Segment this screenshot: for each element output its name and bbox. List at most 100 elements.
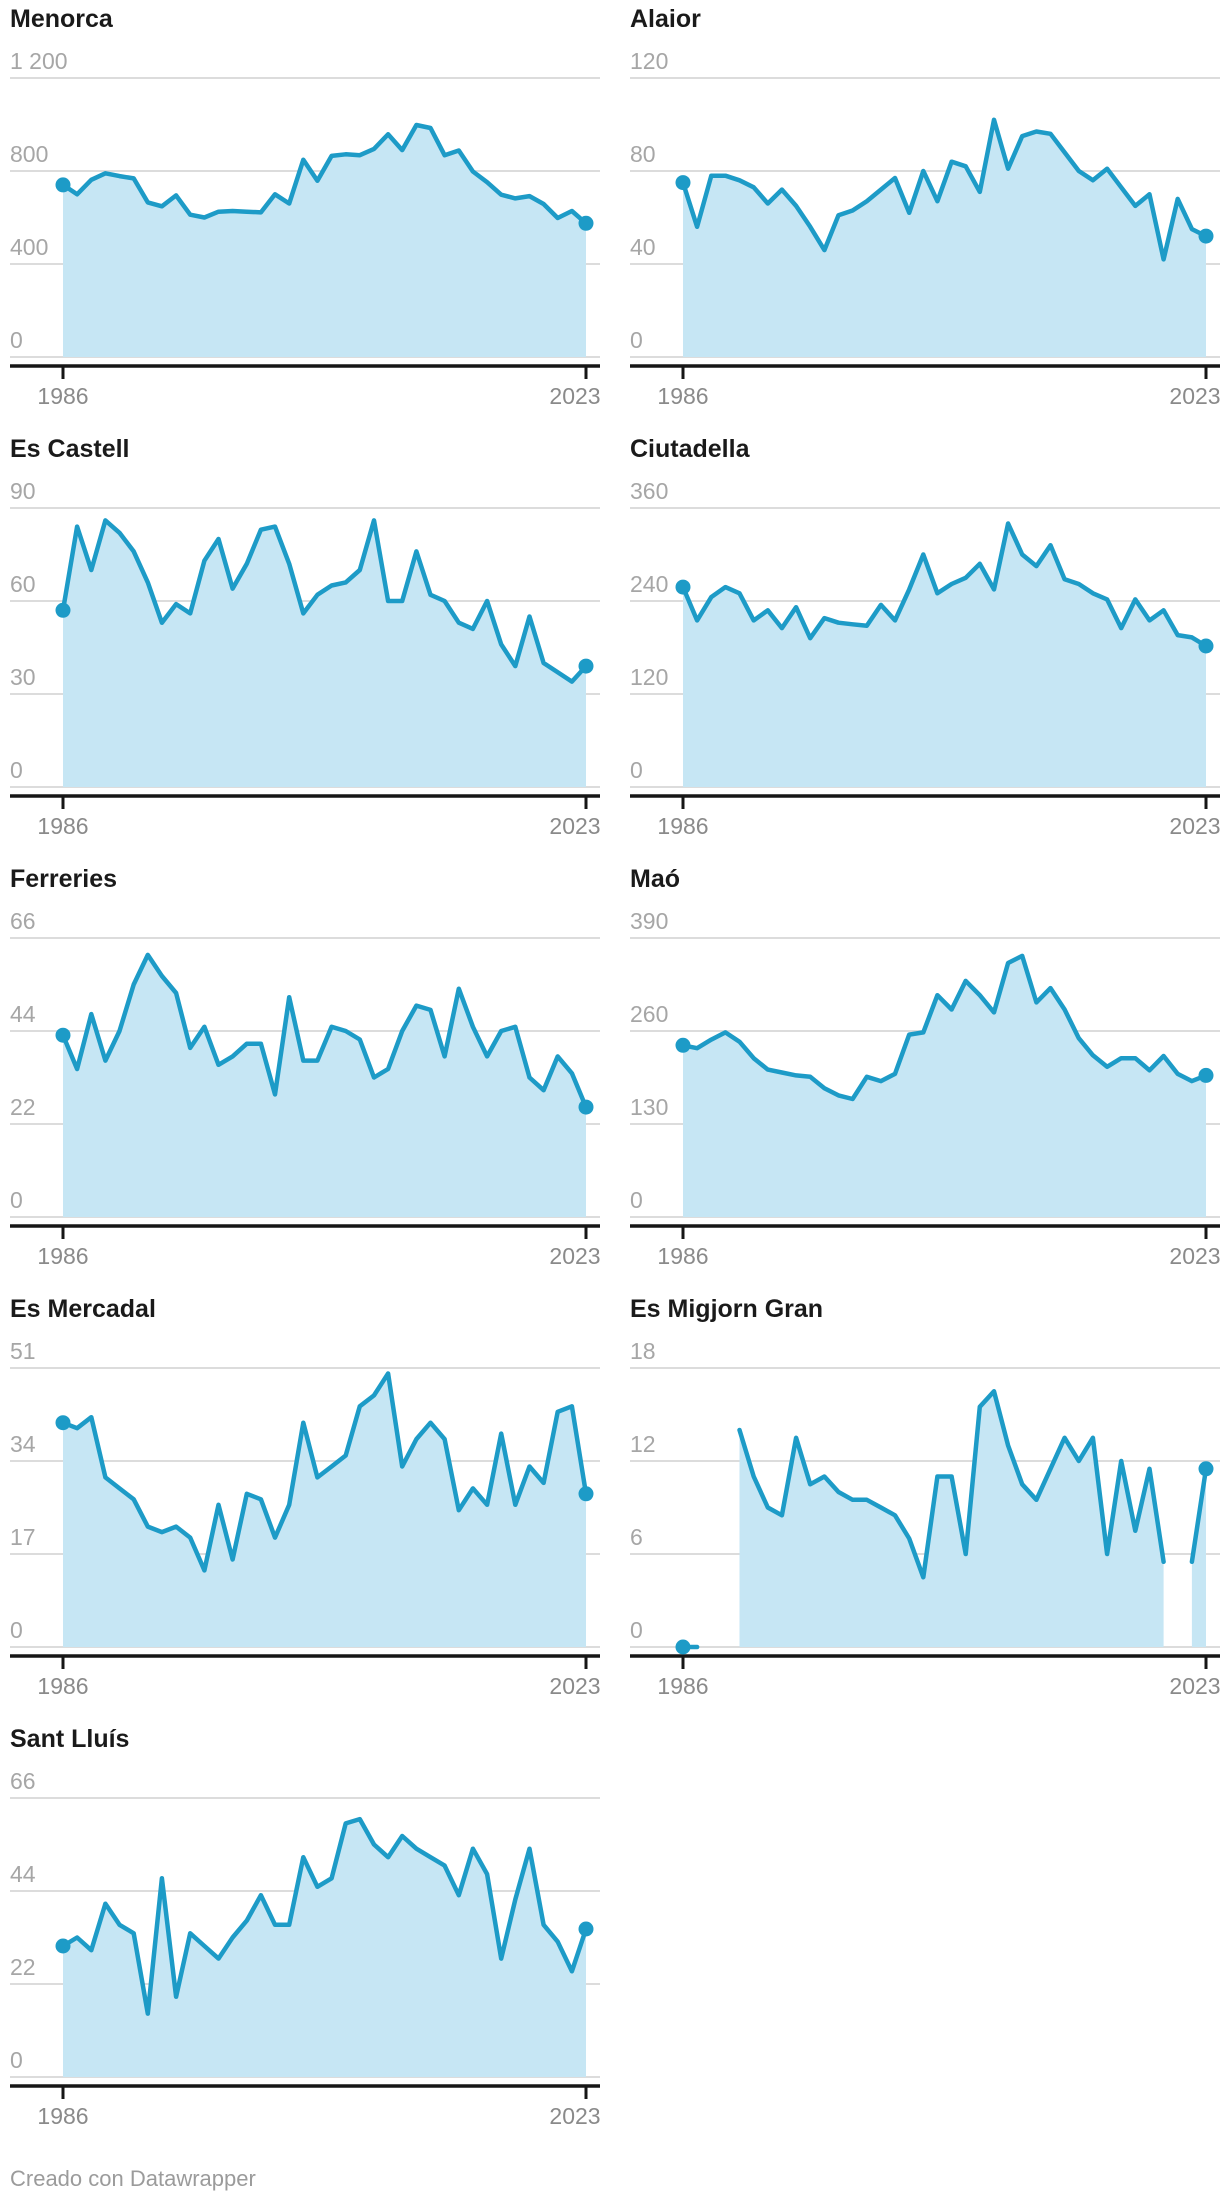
- endpoint-dot: [55, 1415, 71, 1431]
- y-axis-label: 51: [10, 1338, 36, 1364]
- x-axis-label-end: 2023: [1169, 1673, 1220, 1699]
- y-axis-label: 0: [630, 327, 643, 353]
- chart-es-migjorn-gran: Es Migjorn Gran 18 12 6 0 1986 2023: [620, 1290, 1220, 1720]
- chart-alaior: Alaior 120 80 40 0 1986 2023: [620, 0, 1220, 430]
- chart-sant-lluis: Sant Lluís 66 44 22 0 1986 2023: [0, 1720, 600, 2150]
- endpoint-dot: [1198, 228, 1214, 244]
- chart-plot: 90 60 30 0 1986 2023: [10, 478, 600, 839]
- chart-title: Es Mercadal: [10, 1295, 156, 1323]
- x-axis-label-end: 2023: [1169, 1243, 1220, 1269]
- chart-plot: 1 200 800 400 0 1986 2023: [10, 48, 600, 409]
- data-line: [60, 1371, 589, 1573]
- y-axis-label: 0: [10, 757, 23, 783]
- chart-plot: 66 44 22 0 1986 2023: [10, 1768, 600, 2129]
- area-fill: [739, 1391, 1164, 1647]
- y-axis-label: 90: [10, 478, 36, 504]
- y-axis-label: 12: [630, 1431, 656, 1457]
- area-fill: [63, 1373, 586, 1647]
- y-axis-label: 120: [630, 664, 668, 690]
- data-line: [60, 518, 589, 684]
- chart-title: Ciutadella: [630, 435, 750, 463]
- data-line: [1189, 1466, 1209, 1565]
- x-axis-label-start: 1986: [37, 1243, 88, 1269]
- datawrapper-credit: Creado con Datawrapper: [10, 2166, 256, 2191]
- chart-title: Ferreries: [10, 865, 118, 893]
- y-axis-label: 22: [10, 1954, 36, 1980]
- endpoint-dot: [578, 1486, 594, 1502]
- y-axis-label: 18: [630, 1338, 656, 1364]
- y-axis-label: 30: [10, 664, 36, 690]
- y-axis-label: 80: [630, 141, 656, 167]
- y-axis-label: 6: [630, 1524, 643, 1550]
- empty-cell: [620, 1720, 1220, 2150]
- data-line: [60, 122, 589, 226]
- x-axis-label-end: 2023: [549, 2103, 600, 2129]
- area-fill: [683, 955, 1206, 1217]
- y-axis-label: 17: [10, 1524, 36, 1550]
- y-axis-label: 400: [10, 234, 48, 260]
- y-axis-label: 66: [10, 1768, 36, 1794]
- chart-ciutadella: Ciutadella 360 240 120 0 1986 2023: [620, 430, 1220, 860]
- x-axis-label-end: 2023: [1169, 383, 1220, 409]
- chart-es-mercadal: Es Mercadal 51 34 17 0 1986 2023: [0, 1290, 600, 1720]
- y-axis-label: 800: [10, 141, 48, 167]
- x-axis-label-start: 1986: [657, 1673, 708, 1699]
- y-axis-label: 0: [10, 2047, 23, 2073]
- data-line: [737, 1389, 1166, 1580]
- endpoint-dot: [578, 658, 594, 674]
- y-axis-label: 240: [630, 571, 668, 597]
- x-axis-label-start: 1986: [37, 1673, 88, 1699]
- data-line: [680, 117, 1209, 262]
- data-line: [680, 953, 1209, 1102]
- chart-es-castell: Es Castell 90 60 30 0 1986 2023: [0, 430, 600, 860]
- y-axis-label: 0: [630, 1187, 643, 1213]
- x-axis-label-start: 1986: [657, 383, 708, 409]
- y-axis-label: 130: [630, 1094, 668, 1120]
- chart-title: Es Castell: [10, 435, 130, 463]
- y-axis-label: 22: [10, 1094, 36, 1120]
- endpoint-dot: [675, 175, 691, 191]
- area-fill: [63, 954, 586, 1217]
- y-axis-label: 1 200: [10, 48, 68, 74]
- x-axis-label-end: 2023: [549, 383, 600, 409]
- y-axis-label: 44: [10, 1861, 36, 1887]
- y-axis-label: 260: [630, 1001, 668, 1027]
- x-axis-label-start: 1986: [657, 813, 708, 839]
- y-axis-label: 390: [630, 908, 668, 934]
- area-fill: [683, 119, 1206, 357]
- y-axis-label: 40: [630, 234, 656, 260]
- area-fill: [63, 520, 586, 787]
- y-axis-label: 0: [10, 1617, 23, 1643]
- endpoint-dot: [675, 1037, 691, 1053]
- y-axis-label: 0: [10, 327, 23, 353]
- y-axis-label: 360: [630, 478, 668, 504]
- chart-mao: Maó 390 260 130 0 1986 2023: [620, 860, 1220, 1290]
- y-axis-label: 66: [10, 908, 36, 934]
- x-axis-label-start: 1986: [37, 813, 88, 839]
- y-axis-label: 44: [10, 1001, 36, 1027]
- area-fill: [63, 125, 586, 357]
- endpoint-dot: [578, 1921, 594, 1937]
- chart-title: Maó: [630, 865, 680, 893]
- chart-ferreries: Ferreries 66 44 22 0 1986 2023: [0, 860, 600, 1290]
- endpoint-dot: [55, 1938, 71, 1954]
- chart-title: Alaior: [630, 5, 701, 33]
- y-axis-label: 0: [630, 757, 643, 783]
- x-axis-label-end: 2023: [549, 1673, 600, 1699]
- endpoint-dot: [1198, 638, 1214, 654]
- data-line: [60, 1816, 589, 2016]
- area-fill: [683, 523, 1206, 787]
- endpoint-dot: [1198, 1461, 1214, 1477]
- x-axis-label-end: 2023: [1169, 813, 1220, 839]
- endpoint-dot: [55, 602, 71, 618]
- chart-plot: 51 34 17 0 1986 2023: [10, 1338, 600, 1699]
- chart-title: Menorca: [10, 5, 113, 33]
- chart-plot: 360 240 120 0 1986 2023: [630, 478, 1220, 839]
- chart-title: Sant Lluís: [10, 1725, 130, 1753]
- chart-plot: 66 44 22 0 1986 2023: [10, 908, 600, 1269]
- chart-plot: 18 12 6 0 1986 2023: [630, 1338, 1220, 1699]
- endpoint-dot: [55, 1027, 71, 1043]
- y-axis-label: 0: [630, 1617, 643, 1643]
- chart-plot: 390 260 130 0 1986 2023: [630, 908, 1220, 1269]
- endpoint-dot: [578, 1099, 594, 1115]
